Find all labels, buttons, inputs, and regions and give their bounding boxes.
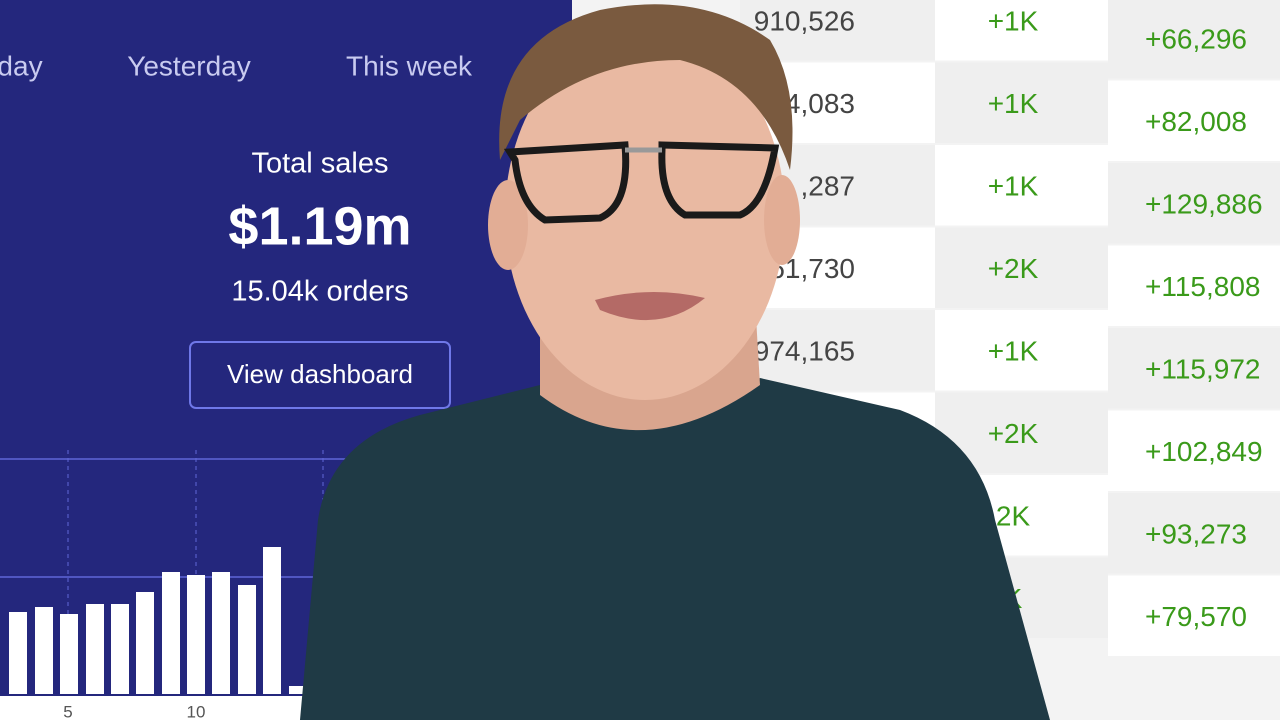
cell-value: +2K (988, 418, 1039, 449)
mouth (595, 291, 705, 321)
bar (136, 592, 154, 694)
cell-value: +79,570 (1145, 601, 1247, 632)
cell-value: 4,083 (785, 88, 855, 119)
button-label[interactable]: View dashboard (227, 359, 413, 389)
sales-label: Total sales (251, 148, 388, 180)
cell-value: +1K (988, 6, 1039, 37)
cell-value: +66,296 (1145, 24, 1247, 55)
cell-value: 910,526 (754, 6, 855, 37)
bar (162, 572, 180, 694)
cell-value: +1K (988, 88, 1039, 119)
bar (238, 585, 256, 694)
bar (212, 572, 230, 694)
ear (488, 180, 528, 270)
cell-value: +115,808 (1145, 271, 1261, 302)
table-cell (935, 145, 1108, 226)
table-cell (1108, 328, 1280, 409)
hair (499, 4, 793, 170)
ear (764, 175, 800, 265)
bar (9, 612, 27, 694)
face (505, 30, 785, 400)
cell-value: +115,972 (1145, 354, 1261, 385)
table-cell (1108, 80, 1280, 161)
cell-value: +82,008 (1145, 106, 1247, 137)
cell-value: +93,273 (1145, 519, 1247, 550)
sales-amount: $1.19m (228, 196, 411, 256)
person (300, 4, 1050, 720)
table-cell (935, 0, 1108, 61)
cell-value: +2K (988, 253, 1039, 284)
cell-value: 974,165 (754, 336, 855, 367)
cell-value: 2K (996, 501, 1031, 532)
table-cell (1108, 410, 1280, 491)
bars (9, 547, 307, 694)
bar (263, 547, 281, 694)
dashboard-button[interactable] (189, 341, 451, 409)
cell-value: ,287 (801, 171, 856, 202)
cell-value: +102,849 (1145, 436, 1263, 467)
table-cell (1108, 575, 1280, 656)
cell-value: +1K (988, 171, 1039, 202)
shirt (300, 378, 1050, 720)
bar (60, 614, 78, 694)
table-cell (1108, 245, 1280, 326)
table-cell (1108, 493, 1280, 574)
table-cell (935, 62, 1108, 143)
table-cell (1108, 0, 1280, 79)
bar (35, 607, 53, 694)
table-cell (740, 310, 935, 391)
cell-value: +129,886 (1145, 189, 1263, 220)
tab[interactable]: Yesterday (127, 50, 251, 81)
tab[interactable]: day (0, 50, 43, 81)
x-label: 5 (63, 702, 72, 720)
cell-value: +1K (988, 336, 1039, 367)
tab[interactable]: This week (346, 50, 473, 81)
table-cell (935, 227, 1108, 308)
order-count: 15.04k orders (231, 276, 408, 308)
table-cell (1108, 163, 1280, 244)
bar (86, 604, 104, 694)
x-label: 10 (187, 702, 206, 720)
table-cell (935, 310, 1108, 391)
bar (289, 686, 307, 694)
bar (187, 575, 205, 694)
glasses (503, 141, 780, 224)
bar (111, 604, 129, 694)
